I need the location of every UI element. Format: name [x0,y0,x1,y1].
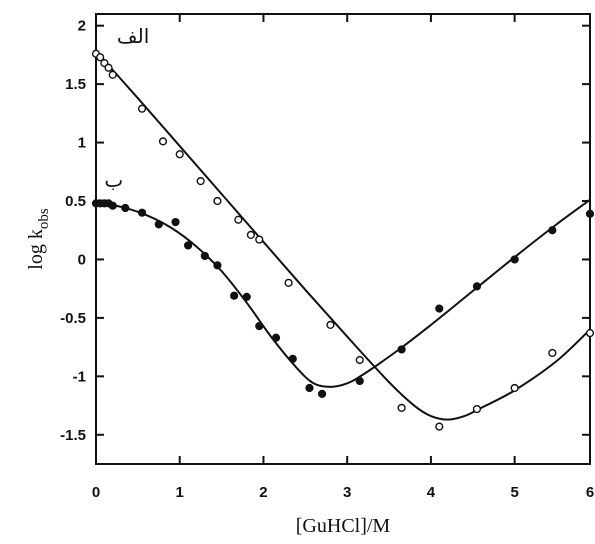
data-point-open [326,320,335,330]
y-axis-title: log kobs [25,208,52,270]
data-point-open [96,53,105,62]
data-point-open [196,177,205,186]
data-point-filled [548,226,557,235]
data-point-filled [397,345,406,354]
data-point-filled [585,209,595,218]
x-axis-title: [GuHCl]/M [296,515,391,537]
data-point-open [472,404,482,414]
y-tick-label: -0.5 [60,310,86,327]
data-point-filled [108,201,117,210]
x-tick-label: 0 [92,484,100,501]
data-point-open [175,150,184,159]
data-point-open [355,355,364,365]
data-point-open [213,196,222,206]
fit-curves [95,50,591,421]
data-point-filled [200,251,209,261]
data-point-open [158,137,168,146]
data-point-open [246,230,255,240]
y-tick-label: 0 [78,251,86,268]
data-point-open [548,348,557,358]
plot-frame [95,13,591,465]
y-tick-label: 1 [78,135,86,152]
x-tick-label: 3 [343,484,351,501]
data-point-filled [317,389,327,398]
data-point-filled [435,304,444,313]
data-point-open [435,422,444,431]
y-axis-ticks: 2 1.5 1 0.5 0 -0.5 -1 -1.5 [60,18,590,444]
data-point-filled [472,282,482,291]
data-point-open [137,104,147,113]
y-tick-label: 0.5 [65,193,86,210]
data-point-open [510,383,519,393]
series-label: الف [117,24,149,48]
data-point-open [104,63,113,72]
data-point-filled [242,292,251,301]
series-labels: الف ب [104,24,149,192]
data-point-filled [230,291,239,300]
data-point-filled [288,354,297,363]
y-tick-label: 1.5 [65,76,86,93]
y-tick-label: -1 [73,368,86,385]
svg-text:log kobs: log kobs [25,208,52,270]
data-points [91,49,595,431]
fit-line [95,199,591,388]
y-tick-label: -1.5 [60,427,86,444]
x-tick-label: 4 [427,484,436,501]
series-label: ب [104,168,123,192]
data-point-open [397,403,406,412]
data-point-filled [137,208,147,217]
y-tick-label: 2 [78,18,86,35]
x-tick-label: 2 [259,484,267,501]
data-point-open [234,215,243,224]
data-point-filled [255,321,264,331]
data-point-open [255,235,264,244]
data-point-filled [171,217,180,227]
data-point-open [585,328,595,338]
fit-line [95,50,591,421]
y-axis-title-main: log k [25,229,47,270]
x-axis-ticks: 0 1 2 3 4 5 6 [92,14,594,501]
data-point-filled [213,261,222,270]
data-point-filled [121,203,130,213]
data-point-filled [184,241,193,250]
data-point-filled [355,376,364,386]
x-tick-label: 6 [586,484,594,501]
data-point-open [284,278,293,287]
data-point-filled [305,383,314,393]
x-tick-label: 1 [176,484,184,501]
data-point-filled [154,220,163,229]
data-point-open [108,70,117,79]
data-point-filled [510,255,519,264]
y-axis-title-subscript: obs [36,208,52,229]
data-point-filled [271,333,281,342]
x-tick-label: 5 [510,484,518,501]
